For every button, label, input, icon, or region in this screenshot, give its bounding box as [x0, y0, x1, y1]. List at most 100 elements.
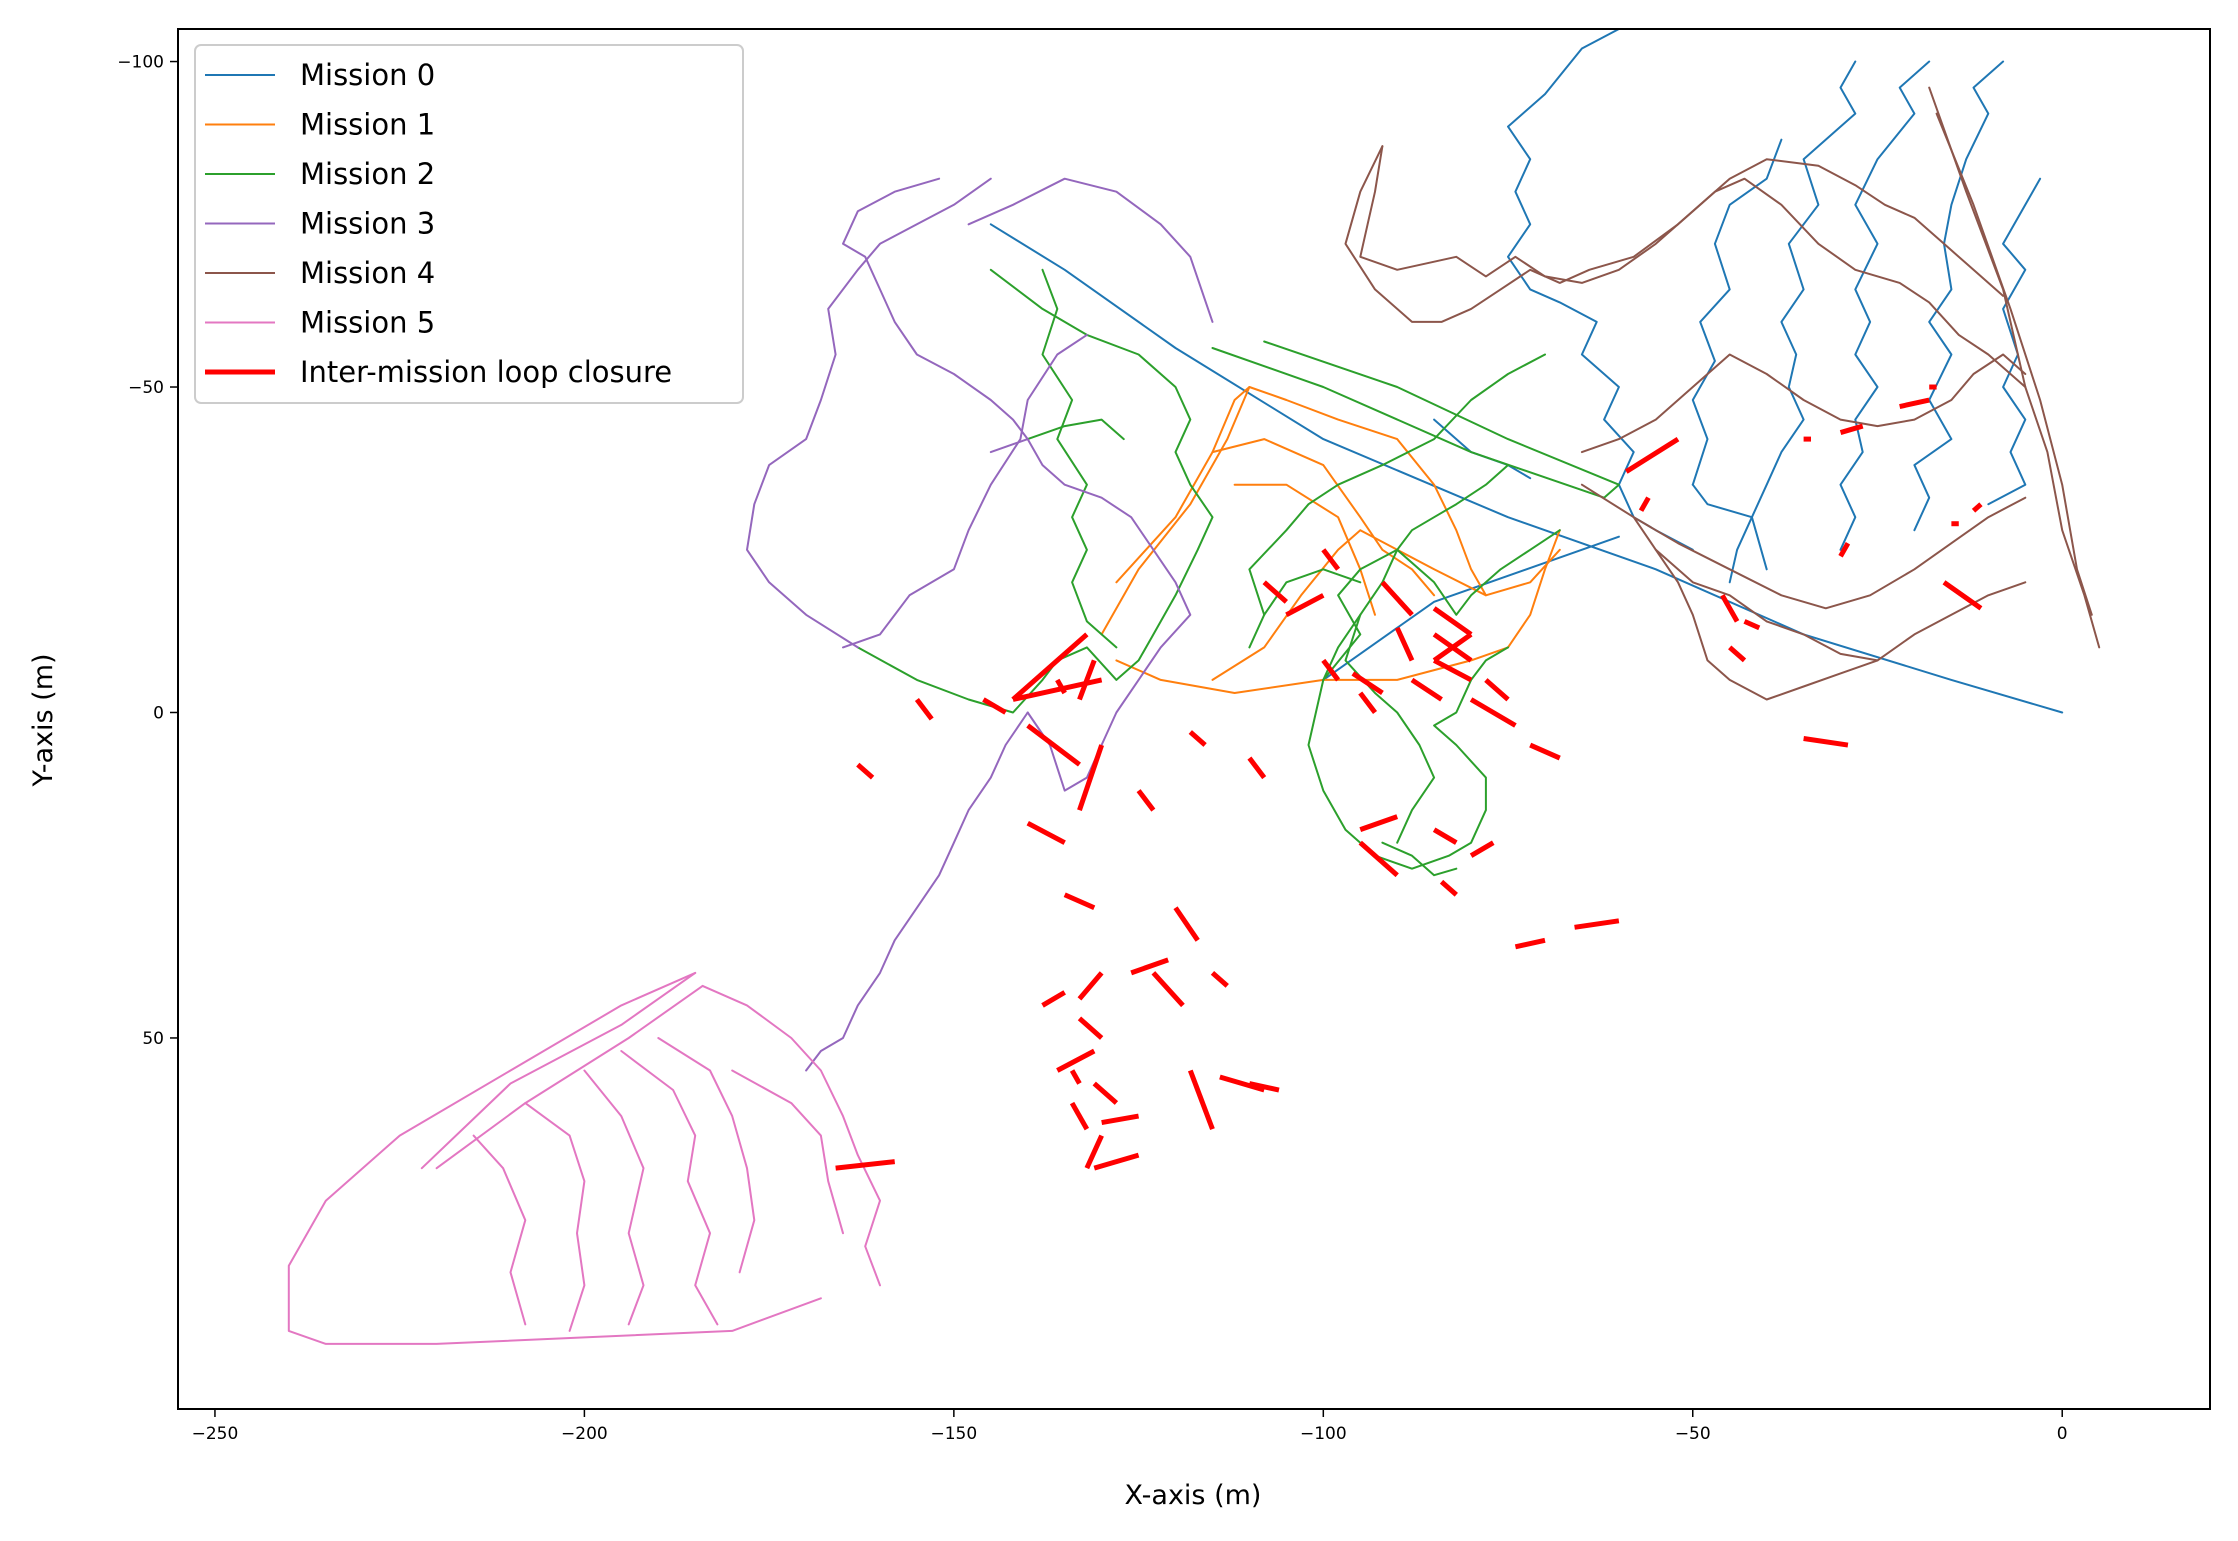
- loop-closure-54: [1514, 937, 1546, 950]
- loop-closure-44: [1092, 1081, 1119, 1105]
- mission-4-path-7: [1654, 548, 1879, 701]
- mission-0-path-0: [989, 223, 2064, 714]
- legend-label-0: Mission 0: [300, 58, 435, 92]
- loop-closure-3: [1077, 659, 1097, 701]
- mission-2-path-7: [1344, 613, 1436, 844]
- series-3: [746, 177, 1214, 1072]
- y-axis-label: Y-axis (m): [28, 653, 59, 787]
- mission-2-path-8: [1381, 841, 1458, 877]
- loop-closure-46: [1069, 1101, 1090, 1131]
- loop-closure-47: [1219, 1074, 1265, 1093]
- mission-1-path-4: [1233, 483, 1376, 616]
- loop-closure-22: [1432, 658, 1473, 683]
- loop-closure-6: [1026, 820, 1066, 845]
- loop-closure-31: [1188, 730, 1207, 747]
- mission-1-path-1: [1115, 529, 1561, 694]
- loop-closure-50: [1084, 1134, 1104, 1170]
- x-tick-label: 0: [2057, 1424, 2068, 1444]
- mission-0-path-7: [1913, 60, 2005, 532]
- loop-closure-21: [1394, 626, 1415, 662]
- mission-2-path-6: [1307, 646, 1509, 870]
- mission-3-path-0: [842, 333, 1088, 649]
- legend-label-6: Inter-mission loop closure: [300, 355, 672, 389]
- mission-5-path-1: [420, 971, 697, 1170]
- mission-1-path-3: [1211, 438, 1436, 597]
- loop-closure-48: [1187, 1069, 1215, 1130]
- series-5: [287, 971, 881, 1345]
- series-1: [1100, 386, 1561, 694]
- loop-closure-42: [1056, 1048, 1096, 1073]
- legend: Mission 0 Mission 1 Mission 2 Mission 3 Miss…: [194, 44, 744, 404]
- mission-5-path-6: [620, 1050, 719, 1326]
- legend-label-5: Mission 5: [300, 306, 435, 340]
- x-tick-label: −100: [1300, 1424, 1347, 1444]
- loop-closure-40: [1173, 906, 1200, 942]
- loop-closure-67: [1803, 736, 1849, 748]
- loop-closure-32: [1469, 697, 1517, 728]
- loop-closure-30: [1247, 756, 1267, 780]
- mission-0-path-4: [1691, 138, 1783, 486]
- x-tick-label: −150: [931, 1424, 978, 1444]
- mission-0-path-6: [1839, 60, 1931, 551]
- loop-closure-11: [1262, 580, 1289, 604]
- mission-2-path-4: [1322, 529, 1561, 681]
- mission-5-path-5: [472, 1134, 527, 1326]
- loop-closure-63: [1838, 542, 1851, 558]
- mission-5-path-4: [524, 1102, 586, 1332]
- legend-label-3: Mission 3: [300, 207, 435, 241]
- mission-0-path-9: [1322, 535, 1620, 681]
- series-4: [1344, 86, 2101, 701]
- mission-2-path-2: [1041, 268, 1118, 649]
- loop-closure-64: [1743, 619, 1761, 631]
- x-tick-label: −200: [561, 1424, 608, 1444]
- loop-closure-34: [1063, 892, 1096, 911]
- loop-closure-28: [1469, 840, 1495, 858]
- series-layer: [287, 29, 2101, 1345]
- loop-closure-0: [1011, 632, 1089, 702]
- series-6: [835, 384, 1983, 1171]
- x-tick-label: −50: [1675, 1424, 1711, 1444]
- loop-closure-51: [1093, 1152, 1140, 1171]
- mission-4-path-0: [1928, 86, 2101, 649]
- mission-4-path-4: [1580, 353, 2027, 454]
- loop-closure-7: [1136, 789, 1156, 812]
- loop-closure-36: [1077, 971, 1104, 1001]
- mission-2-path-3: [1248, 353, 1546, 649]
- plot-frame: [177, 28, 2211, 1410]
- x-axis-ticks: −250 −200 −150 −100 −50 0: [192, 1409, 2068, 1444]
- loop-closure-59: [1899, 397, 1930, 409]
- loop-closure-66: [1728, 645, 1747, 663]
- loop-closure-14: [1432, 606, 1473, 637]
- loop-closure-19: [1321, 658, 1341, 682]
- loop-closure-38: [1151, 971, 1185, 1008]
- mission-0-path-5: [1750, 60, 1857, 571]
- mission-1-path-5: [1211, 529, 1561, 681]
- mission-2-path-5: [1322, 464, 1509, 681]
- mission-4-path-5: [1580, 483, 2027, 610]
- series-2: [856, 268, 1620, 877]
- loop-closure-29: [1439, 879, 1458, 897]
- x-tick-label: −250: [192, 1424, 239, 1444]
- mission-3-path-2: [746, 177, 992, 649]
- loop-closure-23: [1432, 632, 1473, 663]
- mission-5-path-8: [701, 984, 881, 1287]
- mission-5-path-3: [583, 1069, 645, 1326]
- loop-closure-33: [1529, 742, 1561, 761]
- loop-closure-13: [1380, 580, 1414, 617]
- loop-closure-8: [914, 697, 934, 721]
- mission-4-path-6: [1632, 516, 2027, 662]
- mission-2-path-0: [1211, 340, 1620, 499]
- y-axis-ticks: −100 −50 0 50: [117, 53, 178, 1049]
- mission-3-path-1: [967, 177, 1214, 323]
- legend-label-2: Mission 2: [300, 157, 435, 191]
- legend-label-4: Mission 4: [300, 256, 435, 290]
- loop-closure-10: [856, 762, 875, 780]
- loop-closure-2: [1026, 723, 1081, 767]
- mission-4-path-2: [1359, 145, 2005, 297]
- mission-4-path-3: [1344, 145, 2027, 388]
- loop-closure-35: [1041, 990, 1066, 1008]
- loop-closure-16: [1484, 678, 1510, 702]
- y-tick-label: 50: [142, 1029, 164, 1049]
- mission-3-path-4: [805, 711, 1029, 1072]
